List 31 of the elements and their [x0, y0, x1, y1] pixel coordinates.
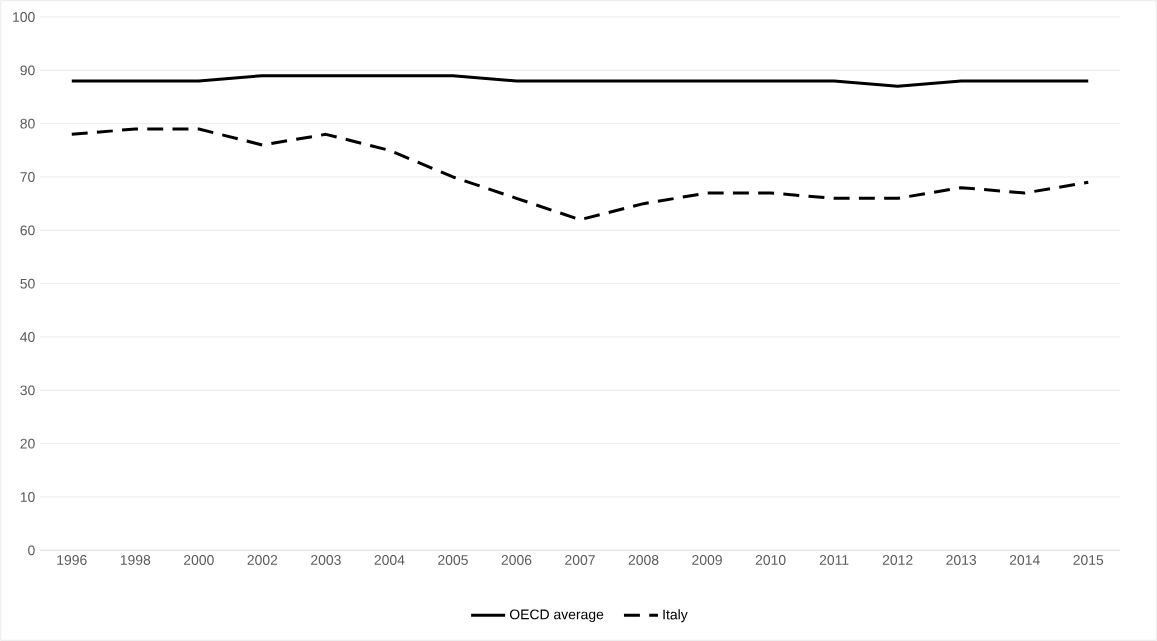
x-tick-label: 2012 — [882, 555, 913, 565]
x-tick-label: 2007 — [565, 555, 595, 565]
x-tick-label: 2002 — [247, 555, 278, 565]
y-tick-label: 10 — [20, 492, 35, 502]
x-tick-label: 2000 — [184, 555, 214, 565]
y-tick-label: 60 — [20, 225, 35, 236]
x-tick-label: 2009 — [692, 555, 722, 565]
x-tick-label: 1996 — [57, 555, 87, 565]
y-tick-label: 0 — [28, 545, 35, 556]
x-tick-label: 2003 — [311, 555, 341, 565]
y-tick-label: 80 — [20, 118, 35, 129]
legend-label: Italy — [663, 609, 688, 623]
y-tick-label: 20 — [20, 438, 35, 449]
x-tick-label: 1998 — [120, 555, 151, 565]
x-tick-label: 2015 — [1073, 555, 1104, 565]
x-tick-label: 2011 — [819, 555, 849, 565]
y-tick-label: 70 — [20, 172, 35, 182]
y-tick-label: 50 — [20, 278, 35, 289]
y-tick-label: 30 — [20, 385, 35, 396]
x-tick-label: 2013 — [946, 555, 977, 565]
x-tick-label: 2010 — [755, 555, 786, 565]
line-series — [70, 127, 1090, 222]
y-tick-label: 90 — [20, 65, 35, 76]
y-tick-label: 40 — [20, 332, 35, 342]
x-tick-label: 2004 — [374, 555, 405, 565]
legend-label: OECD average — [509, 609, 604, 623]
x-tick-label: 2008 — [628, 555, 659, 565]
x-tick-label: 2005 — [438, 555, 468, 565]
x-tick-label: 2006 — [501, 555, 532, 565]
x-tick-label: 2014 — [1009, 555, 1040, 565]
y-tick-label: 100 — [13, 12, 35, 22]
